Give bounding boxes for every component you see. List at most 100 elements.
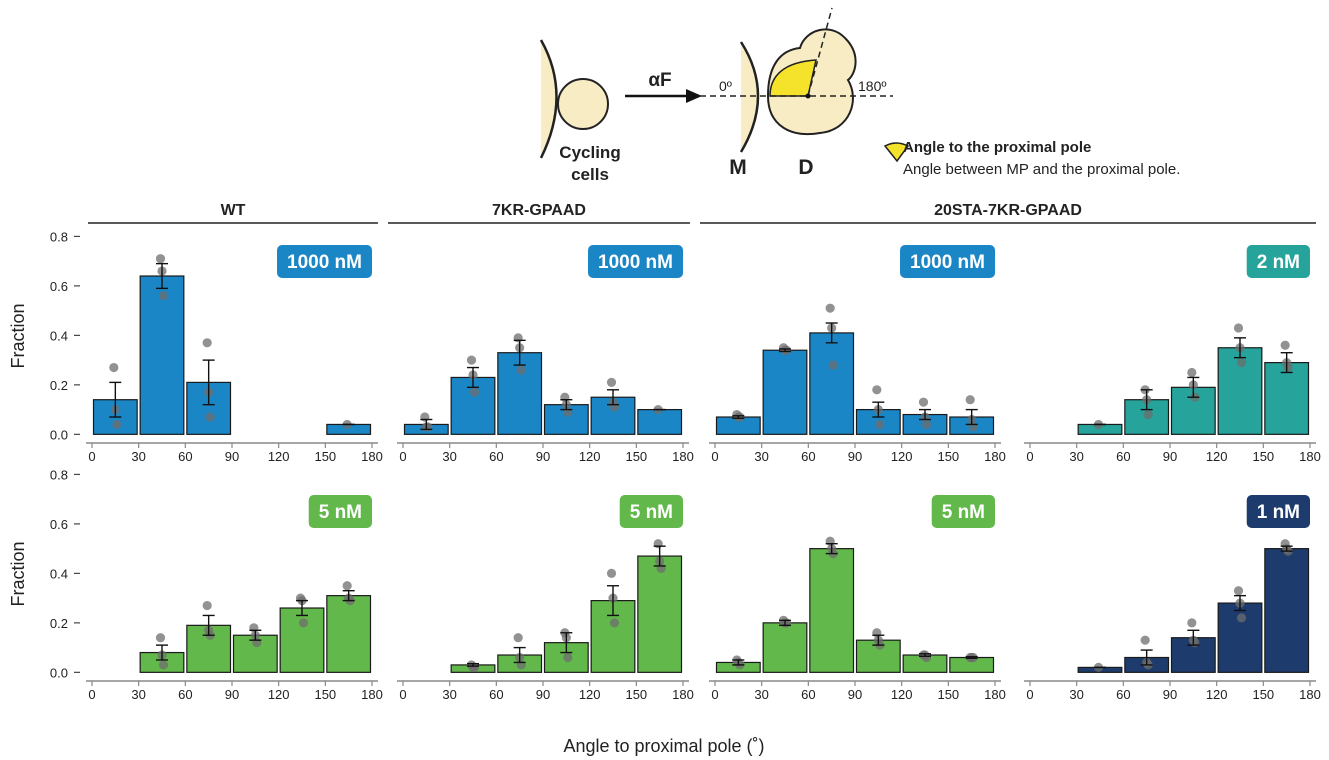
data-point	[781, 345, 792, 355]
badge-box	[588, 245, 683, 278]
bar	[637, 555, 683, 673]
x-tick-label: 30	[442, 449, 456, 464]
error-bar	[919, 653, 931, 657]
bar	[762, 349, 808, 435]
data-point	[606, 568, 617, 578]
data-point	[1233, 586, 1244, 596]
badge-label: 1000 nM	[287, 252, 362, 273]
x-tick-label: 60	[489, 687, 503, 702]
cycling-label: cells	[571, 165, 609, 184]
data-point	[1190, 638, 1200, 648]
y-tick-label: 0.2	[50, 378, 68, 393]
x-tick-label: 0	[711, 687, 718, 702]
y-tick-label: 0.8	[50, 467, 68, 482]
data-point	[155, 633, 166, 643]
badge: 1000 nM	[900, 245, 995, 278]
badge-label: 1000 nM	[910, 252, 985, 273]
error-bar	[513, 339, 526, 366]
error-bar	[156, 644, 168, 661]
x-tick-label: 90	[536, 449, 550, 464]
data-point	[921, 419, 932, 430]
y-tick-label: 0.4	[50, 566, 68, 581]
x-tick-label: 120	[891, 687, 913, 702]
error-bar	[1187, 376, 1200, 398]
data-point	[298, 618, 309, 628]
error-bar	[156, 262, 168, 290]
data-point	[1233, 323, 1244, 333]
data-point	[466, 355, 477, 365]
x-tick-label: 30	[754, 449, 768, 464]
badge-label: 5 nM	[319, 502, 362, 523]
data-point	[205, 412, 215, 422]
error-bar	[560, 632, 573, 654]
error-bar	[653, 545, 666, 567]
badge-label: 1 nM	[1257, 502, 1300, 523]
badge: 2 nM	[1246, 245, 1310, 278]
x-tick-label: 150	[937, 687, 959, 702]
x-tick-label: 60	[801, 687, 815, 702]
badge: 1000 nM	[277, 245, 372, 278]
bar	[809, 332, 855, 435]
error-bar	[467, 662, 479, 667]
y-axis-label: Fraction	[8, 303, 28, 368]
data-point	[606, 377, 617, 387]
data-point	[342, 581, 352, 591]
error-bar	[919, 408, 931, 421]
badge-box	[308, 495, 372, 528]
x-tick-label: 0	[711, 449, 718, 464]
error-bar	[560, 399, 573, 411]
x-tick-label: 180	[361, 449, 383, 464]
badge-label: 2 nM	[1257, 252, 1300, 273]
arrow-label: αF	[648, 70, 671, 91]
y-tick-label: 0.6	[50, 279, 68, 294]
angle-wedge	[769, 59, 817, 97]
data-point	[918, 397, 929, 407]
y-tick-label: 0.6	[50, 517, 68, 532]
x-tick-label: 150	[314, 449, 336, 464]
mother-label: M	[729, 156, 747, 179]
diagram: Cycling cells αF 0º 180º M D Angle to th…	[539, 7, 1180, 184]
arrow-head	[686, 89, 702, 103]
badge-box	[1246, 245, 1310, 278]
error-bar	[825, 322, 838, 344]
error-bar	[779, 348, 791, 353]
x-tick-label: 150	[625, 687, 647, 702]
y-tick-label: 0.2	[50, 616, 68, 631]
data-point	[420, 412, 430, 422]
error-bar	[109, 381, 122, 418]
mother-outline	[539, 39, 558, 159]
x-tick-label: 150	[937, 449, 959, 464]
data-point	[516, 660, 526, 670]
x-tick-label: 60	[1116, 449, 1130, 464]
data-point	[1236, 613, 1247, 623]
x-tick-label: 180	[1299, 687, 1321, 702]
error-bar	[513, 646, 526, 664]
x-tick-label: 180	[984, 449, 1006, 464]
error-bar	[872, 401, 885, 418]
y-axis-label: Fraction	[8, 541, 28, 606]
angle-label: 180º	[858, 78, 886, 94]
error-bar	[607, 389, 619, 406]
data-point	[1283, 362, 1293, 373]
data-point	[1280, 340, 1290, 350]
cycling-label: Cycling	[559, 143, 620, 162]
data-point	[202, 600, 212, 611]
x-tick-label: 30	[442, 687, 456, 702]
x-tick-label: 150	[314, 687, 336, 702]
x-tick-label: 0	[1026, 449, 1033, 464]
data-point	[155, 254, 166, 264]
error-bar	[1280, 545, 1293, 552]
y-tick-label: 0.8	[50, 229, 68, 244]
data-point	[965, 395, 975, 405]
x-tick-label: 180	[361, 687, 383, 702]
error-bar	[1187, 629, 1200, 646]
data-point	[563, 652, 573, 663]
badge-box	[1246, 495, 1310, 528]
data-point	[202, 338, 212, 348]
x-tick-label: 120	[268, 687, 290, 702]
error-bar	[965, 656, 978, 659]
data-point	[656, 563, 666, 574]
data-point	[112, 419, 122, 430]
legend-icon	[883, 142, 910, 163]
